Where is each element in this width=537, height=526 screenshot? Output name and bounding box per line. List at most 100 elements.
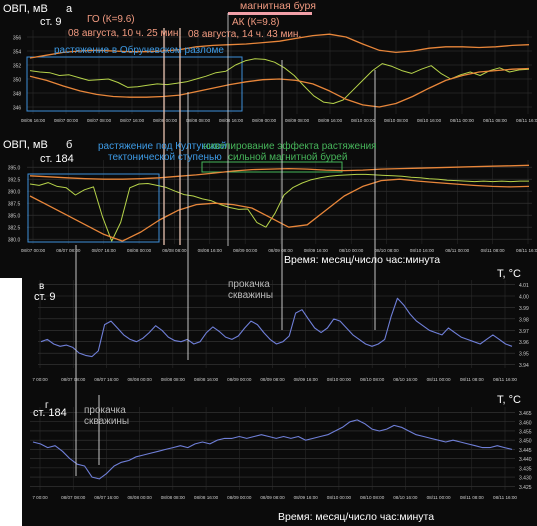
panel-g-letter: г: [45, 400, 49, 411]
y-tick-label: 3.94: [519, 363, 529, 369]
panel-b-ticks: 395.0392.5390.0387.5385.0382.5380.008/07…: [8, 166, 537, 253]
panel-a-series: [29, 33, 530, 108]
x-tick-label: 08/10 16:00: [410, 248, 435, 253]
leveling-effect-box: [201, 161, 343, 173]
x-tick-label: 08/09 16:00: [304, 248, 329, 253]
x-tick-label: 08/07 08:00: [61, 495, 86, 500]
time-axis-label-top: Время: месяц/число час:минута: [284, 254, 440, 266]
x-tick-label: 08/10 16:00: [417, 118, 442, 123]
y-tick-label: 350: [13, 78, 22, 84]
y-tick-label: 4.00: [519, 295, 529, 301]
time-axis-label-bottom: Время: месяц/число час:минута: [278, 511, 434, 523]
x-tick-label: 08/11 00:00: [427, 495, 451, 500]
x-tick-label: 08/09 08:00: [260, 377, 285, 382]
x-tick-label: 08/09 00:00: [227, 495, 252, 500]
y-tick-label: 3.465: [519, 411, 532, 417]
x-tick-label: 08/11 08:00: [460, 377, 484, 382]
leveling-label-1: нивелирование эффекта растяжения: [203, 140, 377, 152]
y-tick-label: 3.445: [519, 448, 532, 454]
y-tick-label: 3.97: [519, 329, 529, 335]
y-tick-label: 390.0: [8, 190, 21, 196]
y-tick-label: 395.0: [8, 166, 21, 172]
panel-v-letter: в: [39, 281, 44, 292]
y-tick-label: 3.430: [519, 476, 532, 482]
y-tick-label: 3.455: [519, 429, 532, 435]
y-tick-label: 346: [13, 106, 22, 112]
series-line: [29, 58, 530, 104]
x-tick-label: 08/09 08:00: [285, 118, 310, 123]
obruchev-fault-box: [26, 56, 243, 112]
x-tick-label: 08/08 08:00: [161, 495, 186, 500]
x-tick-label: 08/08 00:00: [128, 495, 153, 500]
x-tick-label: 08/09 00:00: [252, 118, 277, 123]
x-tick-label: 08/08 08:00: [186, 118, 211, 123]
x-tick-label: 08/09 08:00: [268, 248, 293, 253]
x-tick-label: 08/11 00:00: [450, 118, 474, 123]
y-tick-label: 3.435: [519, 466, 532, 472]
x-tick-label: 08/08 16:00: [194, 377, 219, 382]
x-tick-label: 08/11 00:00: [427, 377, 451, 382]
y-tick-label: 382.5: [8, 226, 21, 232]
panel-g-station: ст. 184: [33, 407, 67, 419]
x-tick-label: 08/10 08:00: [384, 118, 409, 123]
x-tick-label: 08/10 08:00: [360, 377, 385, 382]
x-tick-label: 08/09 00:00: [233, 248, 258, 253]
y-tick-label: 354: [13, 50, 22, 56]
panel-a-letter: а: [66, 3, 73, 15]
pumping-label-1: прокачка: [228, 279, 270, 290]
x-tick-label: 08/08 00:00: [153, 118, 178, 123]
x-tick-label: 08/09 16:00: [294, 377, 319, 382]
obruchev-label: растяжение в Обручевском разломе: [54, 44, 224, 56]
x-tick-label: 08/07 16:00: [92, 248, 117, 253]
x-tick-label: 08/11 08:00: [483, 118, 507, 123]
x-tick-label: 08/07 08:00: [56, 248, 81, 253]
panel-g-grid: [30, 407, 515, 490]
y-tick-label: 3.98: [519, 317, 529, 323]
x-tick-label: 08/07 00:00: [54, 118, 79, 123]
x-tick-label: 08/09 16:00: [318, 118, 343, 123]
x-tick-label: 08/07 16:00: [94, 377, 119, 382]
x-tick-label: 08/10 08:00: [360, 495, 385, 500]
y-tick-label: 392.5: [8, 178, 21, 184]
panel-v-station: ст. 9: [34, 291, 56, 303]
ak-event-label: АК (К=9.8): [232, 17, 280, 28]
series-line: [29, 33, 530, 59]
x-tick-label: 08/08 08:00: [162, 248, 187, 253]
y-tick-label: 3.460: [519, 420, 532, 426]
panel-v-ticks: 4.01 4.00 3.99 3.98 3.97 3.96 3.95 3.94 7 00:00 0…: [32, 283, 529, 382]
magnetic-storm-label: магнитная буря: [240, 0, 316, 12]
x-tick-label: 08/11 16:00: [493, 377, 517, 382]
x-tick-label: 08/11 08:00: [460, 495, 484, 500]
panel-a-ticks: 356 354 352 350 348 346 08/06 16:00 08/07 00:00…: [13, 36, 537, 124]
panel-b-ylabel: ОВП, мВ: [3, 139, 48, 151]
x-tick-label: 08/08 16:00: [219, 118, 244, 123]
panel-g-background: [22, 386, 537, 526]
pumping-label-2: скважины: [228, 290, 273, 301]
panel-v-ylabel: T, °C: [497, 268, 521, 280]
panel-g-ylabel: T, °C: [497, 394, 521, 406]
x-tick-label: 08/11 16:00: [493, 495, 517, 500]
y-tick-label: 387.5: [8, 202, 21, 208]
y-tick-label: 385.0: [8, 214, 21, 220]
x-tick-label: 08/07 08:00: [61, 377, 86, 382]
kultuk-label-2: тектонической ступенью: [108, 152, 222, 163]
panel-b-letter: б: [66, 139, 72, 151]
y-tick-label: 4.01: [519, 283, 529, 289]
x-tick-label: 08/08 00:00: [127, 248, 152, 253]
x-tick-label: 08/10 00:00: [339, 248, 364, 253]
go-time-label: 08 августа, 10 ч. 25 мин.: [68, 28, 181, 39]
x-tick-label: 08/06 16:00: [21, 118, 46, 123]
y-tick-label: 3.99: [519, 306, 529, 312]
x-tick-label: 08/11 08:00: [481, 248, 505, 253]
x-tick-label: 08/07 16:00: [94, 495, 119, 500]
y-tick-label: 352: [13, 64, 22, 70]
panel-v-grid: [38, 280, 515, 368]
panel-g-ticks: 3.465 3.460 3.455 3.450 3.445 3.440 3.435 3.430…: [32, 411, 531, 500]
x-tick-label: 08/11 16:00: [516, 248, 537, 253]
x-tick-label: 7 00:00: [32, 495, 48, 500]
panel-a-ylabel: ОВП, мВ: [3, 3, 48, 15]
x-tick-label: 08/09 08:00: [260, 495, 285, 500]
panel-g-series: [32, 419, 513, 480]
panel-a-station: ст. 9: [40, 16, 62, 28]
